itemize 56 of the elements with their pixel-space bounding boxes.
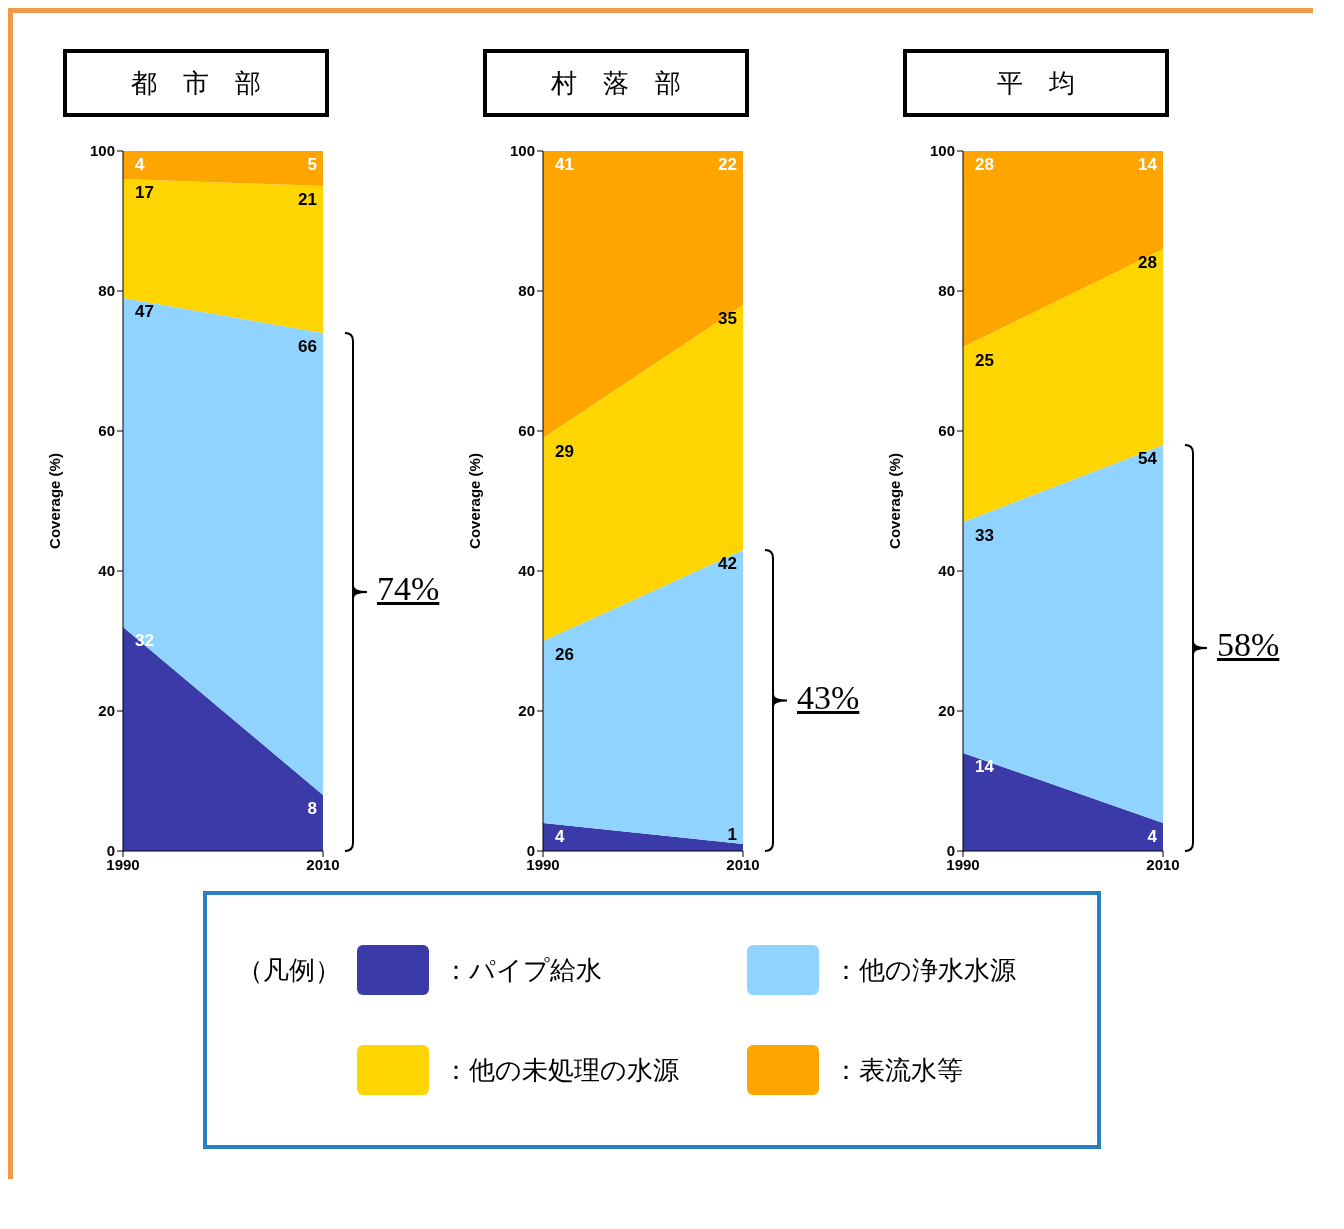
data-label: 66 [298,337,317,356]
y-tick-label: 20 [938,702,955,720]
y-tick-label: 40 [518,562,535,580]
data-label: 4 [1147,827,1158,846]
y-tick-label: 100 [89,142,115,160]
y-axis-title: Coverage (%) [46,453,64,549]
chart-title: 都 市 部 [63,49,329,117]
y-tick-label: 40 [98,562,115,580]
data-label: 54 [1138,449,1158,468]
legend-label: ：パイプ給水 [443,953,602,987]
y-axis-title: Coverage (%) [886,453,904,549]
data-label: 22 [718,155,737,174]
y-tick-label: 80 [98,282,115,300]
legend-label: ：他の浄水水源 [833,953,1016,987]
y-axis-title: Coverage (%) [466,453,484,549]
data-label: 32 [135,631,154,650]
data-label: 21 [298,190,317,209]
data-label: 29 [555,442,574,461]
legend-label: ：表流水等 [833,1053,963,1087]
chart-title: 平 均 [903,49,1169,117]
data-label: 41 [555,155,574,174]
data-label: 47 [135,302,154,321]
y-tick-label: 60 [98,422,115,440]
data-label: 14 [1138,155,1158,174]
y-tick-label: 80 [518,282,535,300]
data-label: 28 [1138,253,1157,272]
data-label: 25 [975,351,994,370]
data-label: 14 [975,757,995,776]
data-label: 35 [718,309,737,328]
y-tick-label: 80 [938,282,955,300]
data-label: 33 [975,526,994,545]
x-tick-label: 2010 [1146,855,1180,873]
y-tick-label: 100 [509,142,535,160]
x-tick-label: 2010 [306,855,340,873]
data-label: 8 [307,799,317,818]
annotation: 43% [797,678,860,717]
data-label: 4 [135,155,145,174]
data-label: 4 [555,827,565,846]
data-label: 26 [555,645,574,664]
y-tick-label: 60 [518,422,535,440]
chart-title: 村 落 部 [483,49,749,117]
x-tick-label: 2010 [726,855,760,873]
data-label: 42 [718,554,737,573]
annotation: 58% [1217,626,1280,664]
y-tick-label: 60 [938,422,955,440]
y-tick-label: 20 [518,702,535,720]
y-tick-label: 100 [929,142,955,160]
legend-title: （凡例） [237,953,342,987]
y-tick-label: 20 [98,702,115,720]
data-label: 1 [727,825,737,844]
y-tick-label: 40 [938,562,955,580]
data-label: 5 [307,155,317,174]
data-label: 17 [135,183,154,202]
data-label: 28 [975,155,994,174]
legend-label: ：他の未処理の水源 [443,1053,679,1087]
annotation: 74% [377,570,440,608]
